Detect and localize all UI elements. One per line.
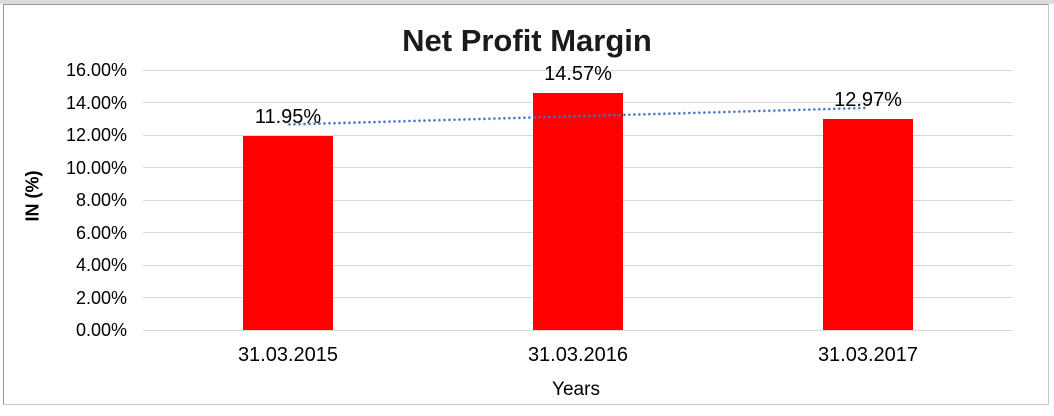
- y-tick-label: 14.00%: [65, 92, 127, 113]
- y-tick-label: 12.00%: [65, 125, 127, 145]
- x-category-label: 31.03.2017: [817, 344, 919, 366]
- y-tick-label: 0.00%: [75, 320, 127, 340]
- chart-border-frame: [3, 4, 1049, 405]
- y-tick-label: 4.00%: [75, 255, 127, 275]
- chart-title: Net Profit Margin: [402, 23, 652, 58]
- bar: [823, 119, 913, 330]
- x-category-label: 31.03.2016: [527, 344, 629, 366]
- bar: [243, 135, 333, 330]
- y-tick-label: 6.00%: [75, 222, 127, 243]
- y-tick-label: 16.00%: [65, 60, 127, 80]
- x-axis-title: Years: [552, 379, 600, 400]
- y-tick-label: 10.00%: [65, 157, 127, 178]
- gridline: [143, 329, 1013, 331]
- y-tick-label: 8.00%: [75, 190, 127, 210]
- bar-data-label: 11.95%: [254, 105, 322, 128]
- gridline: [143, 69, 1013, 71]
- x-category-label: 31.03.2015: [237, 344, 339, 366]
- bar: [533, 93, 623, 330]
- bar-data-label: 12.97%: [834, 89, 902, 112]
- window-edge-strip: [0, 0, 1054, 4]
- y-tick-label: 2.00%: [75, 287, 127, 308]
- bar-data-label: 14.57%: [544, 63, 612, 86]
